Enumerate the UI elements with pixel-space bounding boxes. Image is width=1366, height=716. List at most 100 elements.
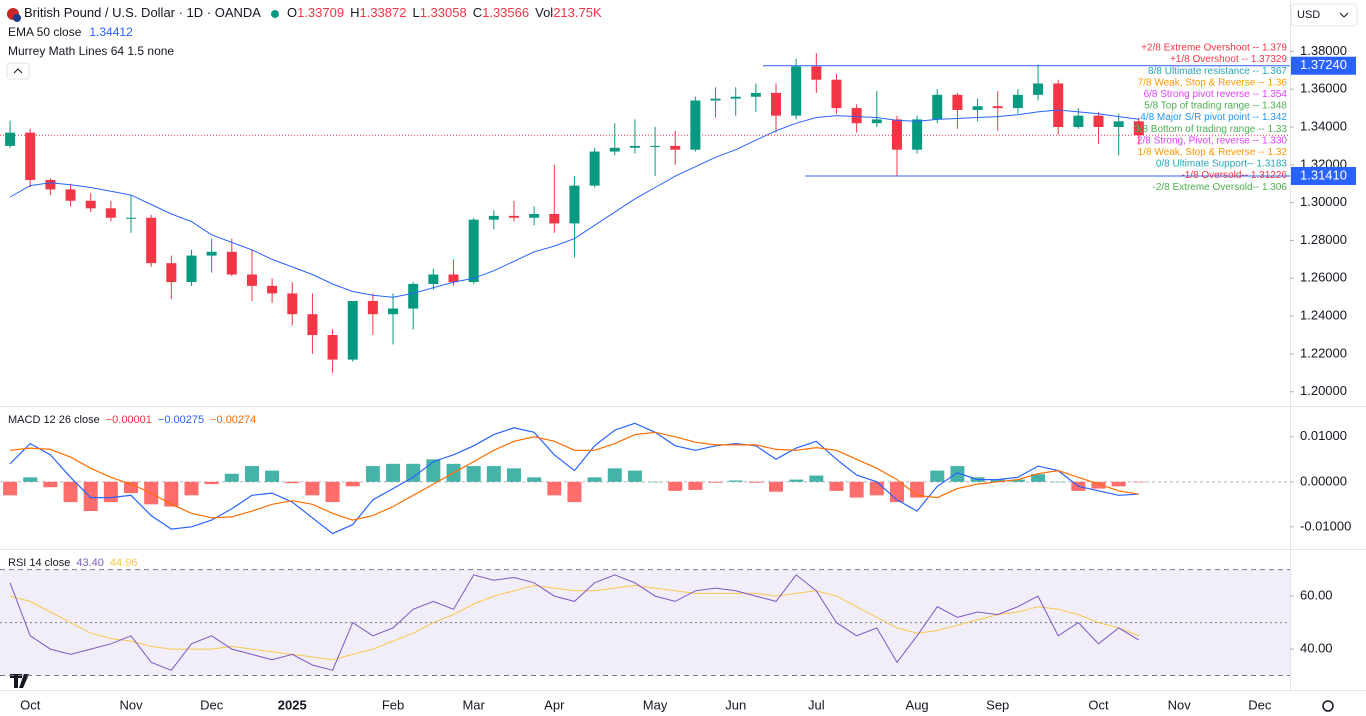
price-label-box (1291, 166, 1356, 185)
candle-body (428, 274, 439, 284)
histogram-bar (587, 477, 602, 482)
candle-body (529, 213, 540, 218)
histogram-bar (204, 481, 219, 485)
histogram-bar (265, 470, 280, 482)
symbol-icon (13, 14, 21, 22)
histogram-bar (567, 481, 582, 503)
candle-body (307, 314, 318, 336)
murrey-legend: Murrey Math Lines 64 1.5 none (8, 44, 174, 58)
candle-body (1053, 83, 1064, 127)
histogram-bar (305, 481, 320, 496)
y-tick-label: 1.34000 (1300, 118, 1347, 133)
x-tick-label: 2025 (278, 697, 307, 712)
x-tick-label: Oct (1088, 697, 1109, 712)
y-tick-label: -0.01000 (1300, 518, 1351, 533)
logo-part (10, 674, 22, 688)
histogram-bar (285, 481, 300, 484)
candle-body (246, 274, 257, 286)
candle-body (508, 215, 519, 218)
candle-body (105, 208, 116, 218)
legend-key: O (287, 5, 297, 20)
histogram-bar (1051, 481, 1066, 483)
candle-body (992, 106, 1003, 109)
y-tick-label: 1.20000 (1300, 383, 1347, 398)
candle-body (226, 251, 237, 275)
candle-body (670, 145, 681, 150)
murrey-level-label: 3/8 Bottom of trading range -- 1.33 (1134, 124, 1287, 135)
candle-body (5, 132, 16, 146)
x-tick-label: Feb (382, 697, 404, 712)
histogram-bar (426, 459, 441, 482)
collapse-button[interactable] (6, 62, 30, 80)
histogram-bar (627, 470, 642, 482)
candle-body (287, 293, 298, 315)
candle-body (771, 92, 782, 116)
candle-body (488, 215, 499, 220)
x-tick-label: Dec (200, 697, 224, 712)
murrey-level-label: +2/8 Extreme Overshoot -- 1.379 (1141, 43, 1287, 54)
currency-chevron (1339, 12, 1349, 18)
murrey-level-label: -2/8 Extreme Oversold-- 1.306 (1153, 182, 1288, 193)
histogram-bar (345, 481, 360, 487)
ema-name: EMA 50 close (8, 25, 82, 39)
candle-body (650, 145, 661, 147)
histogram-bar (325, 481, 340, 503)
candle-body (1113, 121, 1124, 127)
histogram-bar (1091, 481, 1106, 489)
settings-icon[interactable] (1322, 700, 1334, 712)
legend-value: −0.00274 (210, 414, 256, 426)
histogram-bar (164, 481, 179, 507)
histogram-bar (668, 481, 683, 491)
histogram-bar (829, 481, 844, 491)
y-tick-label: 0.01000 (1300, 428, 1347, 443)
candle-body (1133, 121, 1144, 136)
x-tick-label: Nov (119, 697, 143, 712)
candle-body (549, 213, 560, 224)
histogram-bar (688, 481, 703, 490)
candle-body (25, 132, 36, 180)
y-tick-label: 0.00000 (1300, 473, 1347, 488)
candle-body (811, 66, 822, 80)
histogram-bar (950, 466, 965, 482)
legend: MACD 12 26 close −0.00001 −0.00275 −0.00274 (8, 414, 256, 426)
histogram-bar (527, 477, 542, 482)
candle-body (569, 185, 580, 224)
legend-key: C (473, 5, 482, 20)
x-tick-label: Oct (20, 697, 41, 712)
histogram-bar (769, 481, 784, 492)
x-tick-label: Nov (1168, 697, 1192, 712)
histogram-bar (43, 481, 58, 488)
x-tick-label: Sep (986, 697, 1009, 712)
volume-value: 213.75K (553, 5, 602, 20)
histogram-bar (466, 466, 481, 482)
price-label: 1.37240 (1300, 57, 1347, 72)
legend-title: MACD 12 26 close (8, 414, 100, 426)
legend-value: −0.00275 (158, 414, 204, 426)
histogram-bar (224, 473, 239, 482)
ema-value: 1.34412 (89, 25, 133, 39)
y-tick-label: 1.24000 (1300, 308, 1347, 323)
candle-body (1012, 94, 1023, 109)
legend-title: RSI 14 close (8, 557, 70, 569)
x-tick-label: Mar (462, 697, 485, 712)
legend-key: L (412, 5, 419, 20)
rsi-line (9, 574, 1140, 671)
candle-body (932, 94, 943, 120)
candle-body (730, 96, 741, 99)
price-label-box (1291, 56, 1356, 75)
histogram-bar (365, 466, 380, 482)
murrey-level-label: 7/8 Weak, Stop & Reverse -- 1.36 (1138, 77, 1288, 88)
x-tick-label: Jul (808, 697, 825, 712)
y-tick-label: 1.22000 (1300, 345, 1347, 360)
histogram-bar (809, 475, 824, 482)
candle-body (347, 300, 358, 360)
candle-body (267, 285, 278, 294)
histogram-bar (124, 481, 139, 494)
histogram-bar (184, 481, 199, 496)
y-tick-label: 40.00 (1300, 641, 1333, 656)
candle-body (710, 98, 721, 101)
histogram-bar (23, 477, 38, 482)
histogram-bar (1031, 474, 1046, 482)
price-label: 1.31410 (1300, 167, 1347, 182)
